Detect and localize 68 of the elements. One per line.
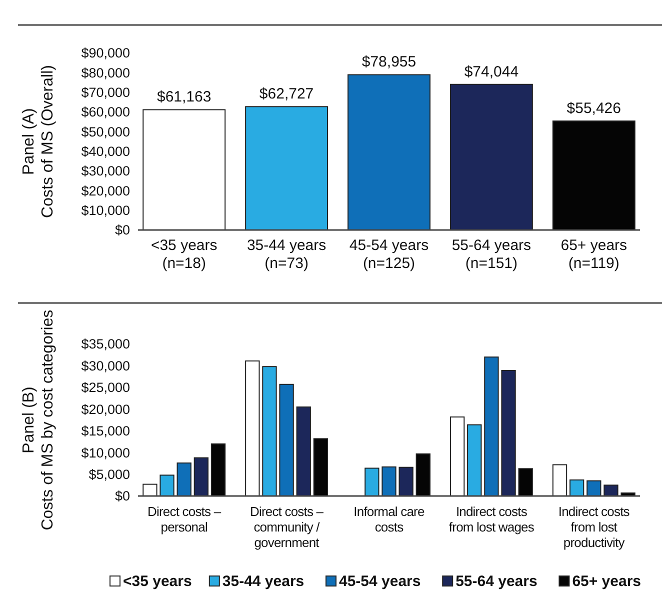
bar [450,84,533,230]
bar [160,474,174,496]
bar [348,74,430,230]
y-tick-label: $25,000 [81,380,130,396]
bar [552,464,568,496]
bar [210,443,226,496]
legend-label: 45-54 years [339,573,421,590]
bar [194,457,209,496]
y-tick-label: $20,000 [81,402,130,417]
bar [518,468,533,496]
x-tick-label: 35-44 years (n=73) [246,237,326,272]
y-axis-title: Panel (B) Costs of MS by cost categories [20,310,57,530]
x-tick-label: Indirect costs from lost productivity [558,504,630,550]
data-label: $62,727 [259,86,314,103]
bar [450,416,465,496]
y-tick-label: $10,000 [81,203,130,218]
y-tick-label: $0 [114,222,130,238]
y-tick-label: $50,000 [81,124,130,140]
bar [484,356,499,496]
data-label: $78,955 [362,54,416,71]
y-tick-label: $60,000 [81,104,130,120]
bar [467,424,482,496]
bar [245,360,260,496]
bar [142,484,158,496]
x-tick-label: Direct costs – community / government [250,504,324,550]
legend-label: 35-44 years [222,573,304,590]
bar [416,453,430,496]
y-tick-label: $35,000 [81,336,130,352]
y-tick-label: $15,000 [81,424,130,439]
legend-label: 65+ years [572,573,642,590]
y-tick-label: $70,000 [81,85,130,100]
bar [296,406,311,496]
y-tick-label: $80,000 [81,65,130,80]
x-tick-label: 55-64 years (n=151) [452,237,532,272]
y-tick-label: $10,000 [81,445,130,460]
bar [569,479,584,496]
y-tick-label: $20,000 [81,183,130,198]
bar [398,466,414,496]
x-tick-label: Direct costs – personal [148,504,222,535]
x-tick-label: 45-54 years (n=125) [349,237,429,272]
x-tick-label: 65+ years (n=119) [560,237,628,272]
bar [245,106,328,230]
bar [262,366,277,496]
y-tick-label: $30,000 [81,358,130,374]
data-label: $74,044 [464,63,519,80]
data-label: $55,426 [566,100,622,117]
legend-label: 55-64 years [456,573,538,590]
bar [279,384,294,496]
data-label: $61,163 [156,88,212,106]
bar [364,468,380,496]
x-tick-label: Indirect costs from lost wages [448,504,535,535]
legend-label: <35 years [123,573,192,590]
x-tick-label: Informal care costs [354,504,424,535]
bar [552,120,636,230]
y-tick-label: $30,000 [81,164,130,179]
x-tick-label: <35 years (n=18) [150,237,218,272]
y-tick-label: $0 [114,488,130,504]
y-tick-label: $5,000 [88,467,130,482]
bar [382,466,396,496]
bar [501,370,516,496]
bar [586,480,602,496]
y-tick-label: $90,000 [81,46,130,61]
bar [176,462,192,496]
bar [604,484,618,496]
y-tick-label: $40,000 [81,144,130,160]
bar [142,109,226,230]
y-axis-title: Panel (A) Costs of MS (Overall) [20,65,57,218]
bar [313,438,328,496]
